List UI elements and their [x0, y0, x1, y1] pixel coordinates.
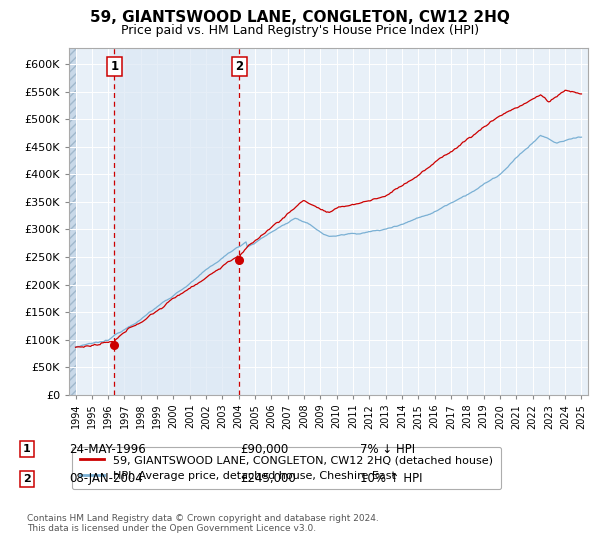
Text: 2: 2 [235, 60, 243, 73]
Legend: 59, GIANTSWOOD LANE, CONGLETON, CW12 2HQ (detached house), HPI: Average price, d: 59, GIANTSWOOD LANE, CONGLETON, CW12 2HQ… [72, 447, 501, 489]
Bar [69, 42, 76, 395]
Text: 2: 2 [23, 474, 31, 484]
Text: £90,000: £90,000 [240, 442, 288, 456]
Text: £245,000: £245,000 [240, 472, 296, 486]
Text: 59, GIANTSWOOD LANE, CONGLETON, CW12 2HQ: 59, GIANTSWOOD LANE, CONGLETON, CW12 2HQ [90, 10, 510, 25]
Text: Price paid vs. HM Land Registry's House Price Index (HPI): Price paid vs. HM Land Registry's House … [121, 24, 479, 36]
Text: 7% ↓ HPI: 7% ↓ HPI [360, 442, 415, 456]
Bar [115, 42, 239, 395]
Text: 24-MAY-1996: 24-MAY-1996 [69, 442, 146, 456]
Text: 1: 1 [110, 60, 118, 73]
Text: 10% ↑ HPI: 10% ↑ HPI [360, 472, 422, 486]
Text: Contains HM Land Registry data © Crown copyright and database right 2024.
This d: Contains HM Land Registry data © Crown c… [27, 514, 379, 534]
Text: 1: 1 [23, 444, 31, 454]
Text: 08-JAN-2004: 08-JAN-2004 [69, 472, 143, 486]
